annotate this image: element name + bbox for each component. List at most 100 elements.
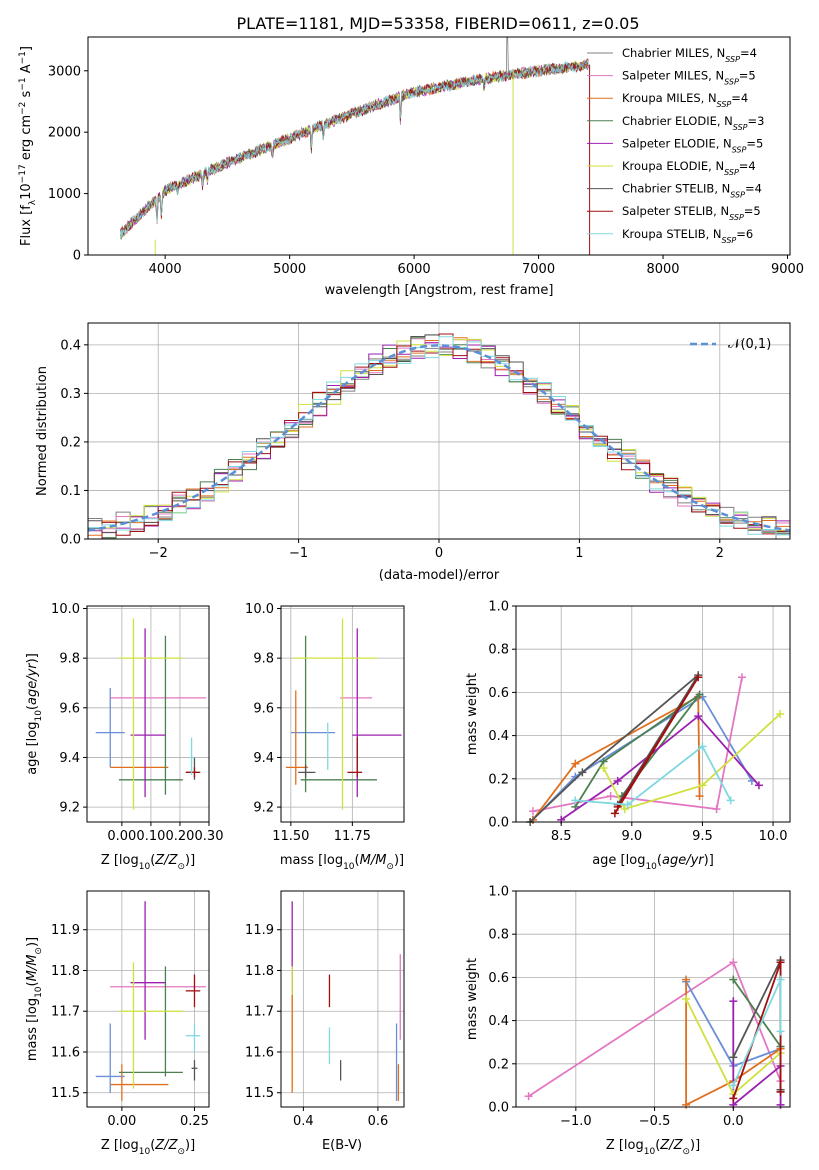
residual-panel: −2 −1 0 1 2 0.0 0.1 0.2 0.3 0.4 (data-model)/erro… [35, 322, 791, 583]
y-tick-label: 0 [73, 249, 81, 264]
y-tick-label: 9.2 [59, 801, 80, 816]
x-tick-label: 0 [435, 546, 443, 561]
y-tick-label: 0.3 [60, 387, 81, 402]
y-tick-label: 0.6 [488, 971, 509, 986]
spectrum-y-label: Flux [fλ10−17 erg cm−2 s−1 A−1] [18, 46, 38, 246]
x-tick-label: 0.10 [136, 829, 165, 844]
weight-series-line [575, 745, 732, 806]
y-tick-label: 0.4 [488, 1014, 509, 1029]
legend-reference-label: 𝒩(0,1) [728, 337, 771, 352]
residual-y-label: Normed distribution [35, 366, 50, 496]
y-tick-label: 11.9 [51, 923, 80, 938]
x-tick-label: 9.0 [621, 829, 642, 844]
mass-metallicity-x-label: Z [log10(Z/Z⊙)] [101, 1138, 195, 1157]
x-tick-label: −2 [149, 546, 168, 561]
age-vs-metallicity-panel: 0.00 0.10 0.20 0.30 9.2 9.4 9.6 9.8 10.0 Z [log1… [25, 602, 223, 872]
y-tick-label: 11.8 [51, 964, 80, 979]
y-tick-label: 0.1 [60, 484, 81, 499]
y-tick-label: 9.2 [253, 801, 274, 816]
y-tick-label: 0.0 [488, 1101, 509, 1116]
legend-label: Chabrier ELODIE, NSSP=3 [622, 114, 764, 132]
x-tick-label: 11.75 [334, 829, 371, 844]
y-tick-label: 9.8 [59, 652, 80, 667]
legend-label: Chabrier STELIB, NSSP=4 [622, 182, 762, 200]
mass-metallicity-y-label: mass [log10(M/M⊙)] [25, 937, 44, 1061]
mass-extinction-x-label: E(B-V) [322, 1138, 362, 1153]
residual-legend: 𝒩(0,1) [690, 337, 771, 352]
x-tick-label: 1 [575, 546, 583, 561]
spectrum-series-line [120, 58, 589, 235]
y-tick-label: 1.0 [488, 600, 509, 615]
weight-metallicity-axes-frame [515, 890, 791, 1108]
weight-series-line [532, 677, 743, 813]
weight-vs-metallicity-panel: −1.0 −0.5 0.0 0.0 0.2 0.4 0.6 0.8 1.0 Z [log10(Z… [465, 885, 791, 1157]
y-tick-label: 0.8 [488, 928, 509, 943]
y-tick-label: 0.2 [60, 435, 81, 450]
x-tick-label: 0.20 [165, 829, 194, 844]
x-tick-label: 0.0 [723, 1114, 744, 1129]
weight-metallicity-x-label: Z [log10(Z/Z⊙)] [606, 1138, 700, 1157]
age-vs-mass-panel: 11.50 11.75 9.2 9.4 9.6 9.8 10.0 mass [log10(M… [245, 602, 405, 872]
y-tick-label: 3000 [48, 64, 81, 79]
x-tick-label: 0.00 [107, 829, 136, 844]
spectrum-panel: PLATE=1181, MJD=53358, FIBERID=0611, z=0… [18, 14, 804, 298]
y-tick-label: 1.0 [488, 885, 509, 900]
spectrum-axes-frame [87, 36, 791, 256]
spectrum-series-line [120, 61, 589, 236]
y-tick-label: 10.0 [51, 602, 80, 617]
x-tick-label: 2 [716, 546, 724, 561]
x-tick-label: 7000 [522, 262, 555, 277]
weight-series-line [529, 674, 699, 823]
normal-reference-curve [87, 344, 791, 532]
y-tick-label: 11.5 [245, 1086, 274, 1101]
y-tick-label: 0.0 [488, 816, 509, 831]
weight-series-line [685, 979, 782, 1107]
y-tick-label: 11.5 [51, 1086, 80, 1101]
weight-age-y-label: mass weight [465, 673, 480, 755]
y-tick-label: 0.0 [60, 533, 81, 548]
x-tick-label: 0.30 [195, 829, 224, 844]
weight-metallicity-y-label: mass weight [465, 958, 480, 1040]
x-tick-label: 0.4 [293, 1114, 314, 1129]
mass-vs-metallicity-panel: 0.00 0.25 11.5 11.6 11.7 11.8 11.9 Z [log10(Z/… [25, 890, 210, 1157]
legend-label: Salpeter ELODIE, NSSP=5 [622, 136, 763, 154]
x-tick-label: 4000 [149, 262, 182, 277]
y-tick-label: 11.7 [51, 1005, 80, 1020]
weight-series-line [560, 714, 760, 821]
spectrum-x-label: wavelength [Angstrom, rest frame] [325, 283, 554, 298]
x-tick-label: 10.0 [759, 829, 788, 844]
weight-series-line [602, 713, 781, 811]
weight-age-axes-frame [515, 605, 791, 823]
x-tick-label: 11.50 [272, 829, 309, 844]
x-tick-label: −1 [289, 546, 308, 561]
y-tick-label: 10.0 [245, 602, 274, 617]
y-tick-label: 9.6 [59, 701, 80, 716]
x-tick-label: 8000 [646, 262, 679, 277]
y-tick-label: 11.6 [51, 1045, 80, 1060]
y-tick-label: 0.2 [488, 772, 509, 787]
x-tick-label: 5000 [273, 262, 306, 277]
spectrum-series-line [120, 59, 589, 237]
x-tick-label: 8.5 [551, 829, 572, 844]
legend-label: Salpeter STELIB, NSSP=5 [622, 204, 761, 222]
spectrum-title: PLATE=1181, MJD=53358, FIBERID=0611, z=0… [236, 14, 639, 33]
age-metallicity-x-label: Z [log10(Z/Z⊙)] [101, 853, 195, 872]
legend-label: Kroupa MILES, NSSP=4 [622, 91, 748, 109]
weight-vs-age-panel: 8.5 9.0 9.5 10.0 0.0 0.2 0.4 0.6 0.8 1.0 age [log… [465, 600, 791, 872]
y-tick-label: 0.2 [488, 1057, 509, 1072]
y-tick-label: 11.7 [245, 1005, 274, 1020]
mass-metallicity-axes-frame [86, 890, 210, 1108]
age-metallicity-y-label: age [log10(age/yr)] [25, 653, 44, 775]
x-tick-label: 0.25 [180, 1114, 209, 1129]
y-tick-label: 11.9 [245, 923, 274, 938]
x-tick-label: 9000 [771, 262, 804, 277]
weight-age-x-label: age [log10(age/yr)] [592, 853, 714, 872]
y-tick-label: 9.4 [59, 751, 80, 766]
age-mass-axes-frame [280, 605, 405, 823]
age-metallicity-axes-frame [86, 605, 210, 823]
residual-x-label: (data-model)/error [379, 568, 500, 583]
legend-label: Chabrier MILES, NSSP=4 [622, 46, 757, 64]
spectrum-legend: Chabrier MILES, NSSP=4 Salpeter MILES, NS… [587, 46, 764, 244]
